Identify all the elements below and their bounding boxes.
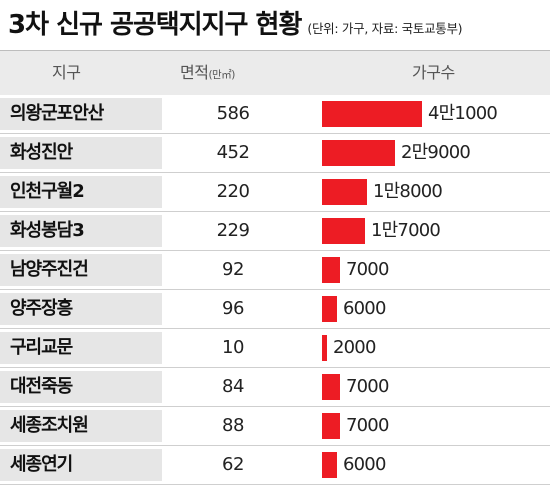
households-bar — [322, 296, 337, 322]
table-row: 양주장흥 96 6000 — [0, 290, 550, 329]
table-row: 세종조치원 88 7000 — [0, 407, 550, 446]
households-bar — [322, 257, 340, 283]
households-cell: 7000 — [322, 251, 550, 289]
households-label: 6000 — [343, 298, 386, 319]
header-area-unit: (만㎡) — [208, 69, 235, 81]
area-value: 88 — [222, 415, 244, 436]
district-name: 화성진안 — [0, 137, 162, 169]
households-cell: 7000 — [322, 368, 550, 406]
table-header: 지구 면적(만㎡) 가구수 — [0, 50, 550, 95]
district-name: 세종조치원 — [0, 410, 162, 442]
header-area: 면적(만㎡) — [180, 51, 235, 95]
households-label: 6000 — [343, 454, 386, 475]
area-value: 452 — [216, 142, 250, 163]
households-label: 2000 — [333, 337, 376, 358]
header-area-label: 면적 — [180, 63, 209, 82]
households-cell: 6000 — [322, 290, 550, 328]
table-row: 화성봉담3 229 1만7000 — [0, 212, 550, 251]
table-row: 인천구월2 220 1만8000 — [0, 173, 550, 212]
area-value: 586 — [216, 103, 250, 124]
table-row: 세종연기 62 6000 — [0, 446, 550, 485]
area-value: 220 — [216, 181, 250, 202]
area-value: 62 — [222, 454, 244, 475]
households-cell: 4만1000 — [322, 95, 550, 133]
area-value: 10 — [222, 337, 244, 358]
table-row: 화성진안 452 2만9000 — [0, 134, 550, 173]
households-bar — [322, 101, 422, 127]
households-cell: 1만8000 — [322, 173, 550, 211]
households-cell: 2000 — [322, 329, 550, 367]
households-label: 2만9000 — [401, 142, 471, 163]
households-bar — [322, 374, 340, 400]
district-name: 대전죽동 — [0, 371, 162, 403]
district-name: 양주장흥 — [0, 293, 162, 325]
district-name: 화성봉담3 — [0, 215, 162, 247]
table-row: 구리교문 10 2000 — [0, 329, 550, 368]
households-bar — [322, 413, 340, 439]
area-value: 229 — [216, 220, 250, 241]
area-value: 84 — [222, 376, 244, 397]
area-value: 96 — [222, 298, 244, 319]
households-bar — [322, 335, 327, 361]
households-label: 1만7000 — [371, 220, 441, 241]
households-label: 1만8000 — [373, 181, 443, 202]
households-bar — [322, 179, 367, 205]
table-row: 남양주진건 92 7000 — [0, 251, 550, 290]
households-bar — [322, 140, 395, 166]
table-row: 의왕군포안산 586 4만1000 — [0, 95, 550, 134]
unit-source-note: (단위: 가구, 자료: 국토교통부) — [307, 21, 463, 36]
households-bar — [322, 452, 337, 478]
households-cell: 2만9000 — [322, 134, 550, 172]
households-bar — [322, 218, 365, 244]
district-name: 남양주진건 — [0, 254, 162, 286]
area-value: 92 — [222, 259, 244, 280]
households-label: 4만1000 — [428, 103, 498, 124]
district-name: 세종연기 — [0, 449, 162, 481]
households-label: 7000 — [346, 415, 389, 436]
header-district: 지구 — [52, 63, 81, 82]
households-label: 7000 — [346, 376, 389, 397]
district-name: 구리교문 — [0, 332, 162, 364]
header-households: 가구수 — [412, 63, 455, 82]
households-cell: 7000 — [322, 407, 550, 445]
district-name: 인천구월2 — [0, 176, 162, 208]
households-cell: 6000 — [322, 446, 550, 484]
chart-title: 3차 신규 공공택지지구 현황 — [8, 10, 302, 40]
households-cell: 1만7000 — [322, 212, 550, 250]
table-row: 대전죽동 84 7000 — [0, 368, 550, 407]
households-label: 7000 — [346, 259, 389, 280]
district-name: 의왕군포안산 — [0, 98, 162, 130]
table-body: 의왕군포안산 586 4만1000 화성진안 452 2만9000 인천구월2 220 1만80… — [0, 95, 550, 485]
title-row: 3차 신규 공공택지지구 현황 (단위: 가구, 자료: 국토교통부) — [8, 4, 463, 48]
